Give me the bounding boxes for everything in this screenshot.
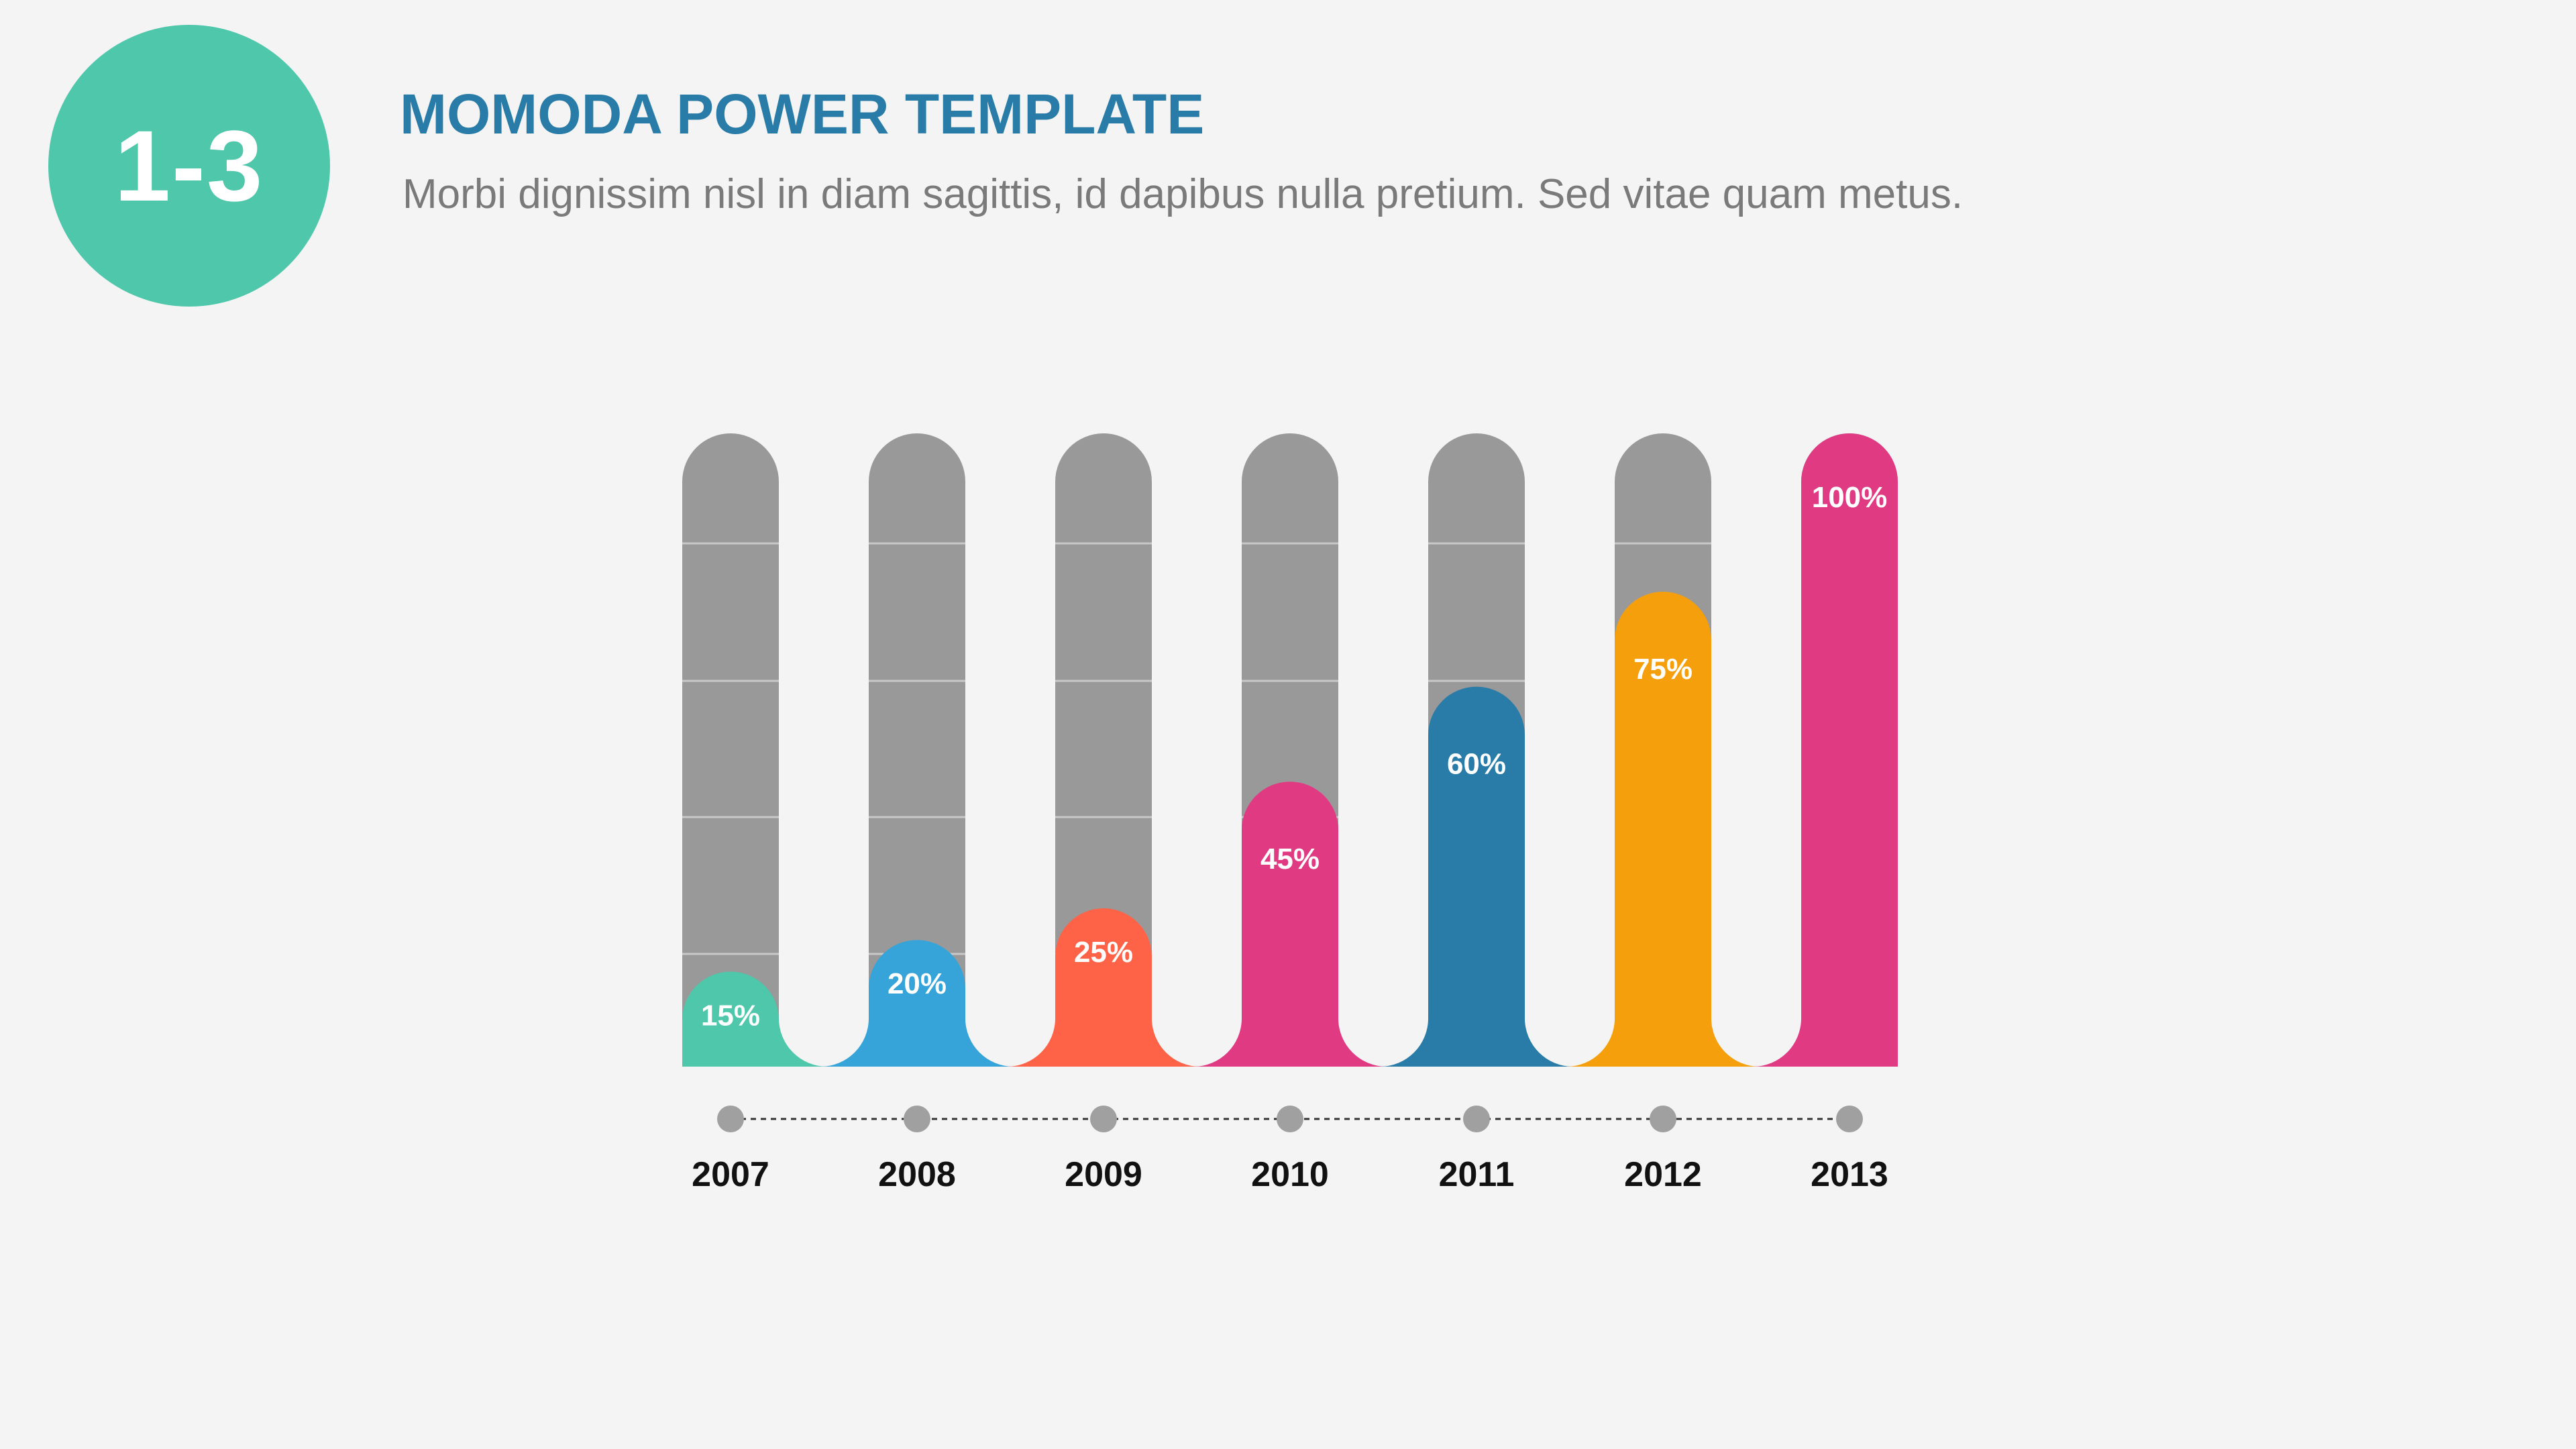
bar-2012	[1615, 592, 1711, 1067]
bar-foot	[1152, 1018, 1200, 1067]
x-tick-label-2008: 2008	[878, 1155, 956, 1194]
data-label-2009: 25%	[1074, 936, 1133, 969]
x-tick-label-2012: 2012	[1624, 1155, 1702, 1194]
bar-foot	[1525, 1018, 1573, 1067]
bar-2007	[682, 971, 779, 1067]
bar-foot-left	[1753, 1018, 1801, 1067]
data-label-2007: 15%	[701, 999, 760, 1032]
bar-2009	[1055, 908, 1152, 1067]
bar-foot-left	[1380, 1018, 1428, 1067]
bar-track	[869, 433, 965, 1067]
bar-foot-left	[1193, 1018, 1242, 1067]
bar-track	[1055, 433, 1152, 1067]
timeline-dot	[1650, 1106, 1676, 1132]
data-label-2011: 60%	[1447, 748, 1506, 781]
x-tick-label-2013: 2013	[1811, 1155, 1888, 1194]
bar-foot-left	[1007, 1018, 1055, 1067]
page-title: MOMODA POWER TEMPLATE	[400, 83, 1205, 146]
page-subtitle: Morbi dignissim nisl in diam sagittis, i…	[402, 171, 1964, 217]
timeline-dot	[1836, 1106, 1863, 1132]
bar-2013	[1801, 433, 1898, 1067]
data-label-2013: 100%	[1812, 481, 1888, 514]
timeline-dot	[1463, 1106, 1490, 1132]
timeline-dot	[717, 1106, 744, 1132]
bar-track	[682, 433, 779, 1067]
timeline-dot	[904, 1106, 930, 1132]
data-label-2008: 20%	[888, 967, 947, 1000]
timeline-dot	[1090, 1106, 1117, 1132]
bar-foot	[779, 1018, 827, 1067]
data-label-2010: 45%	[1260, 843, 1320, 875]
bar-foot-left	[1566, 1018, 1615, 1067]
bar-foot	[1711, 1018, 1760, 1067]
bar-foot	[1338, 1018, 1387, 1067]
bar-2008	[869, 940, 965, 1067]
x-tick-label-2009: 2009	[1065, 1155, 1142, 1194]
section-badge: 1-3	[48, 25, 330, 307]
timeline-dot	[1277, 1106, 1303, 1132]
bar-2010	[1242, 782, 1338, 1067]
bar-foot	[965, 1018, 1014, 1067]
x-tick-label-2010: 2010	[1251, 1155, 1329, 1194]
x-tick-label-2007: 2007	[692, 1155, 769, 1194]
data-label-2012: 75%	[1633, 653, 1693, 686]
bar-2011	[1428, 686, 1525, 1067]
x-tick-label-2011: 2011	[1439, 1155, 1515, 1194]
bar-foot-left	[820, 1018, 869, 1067]
